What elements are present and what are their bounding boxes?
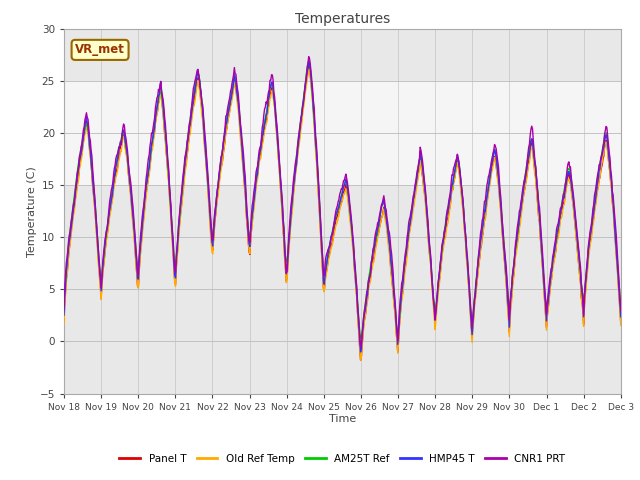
Bar xyxy=(64,81,621,185)
Y-axis label: Temperature (C): Temperature (C) xyxy=(27,166,37,257)
Text: VR_met: VR_met xyxy=(75,43,125,56)
X-axis label: Time: Time xyxy=(329,414,356,424)
Legend: Panel T, Old Ref Temp, AM25T Ref, HMP45 T, CNR1 PRT: Panel T, Old Ref Temp, AM25T Ref, HMP45 … xyxy=(115,450,570,468)
Title: Temperatures: Temperatures xyxy=(295,12,390,26)
